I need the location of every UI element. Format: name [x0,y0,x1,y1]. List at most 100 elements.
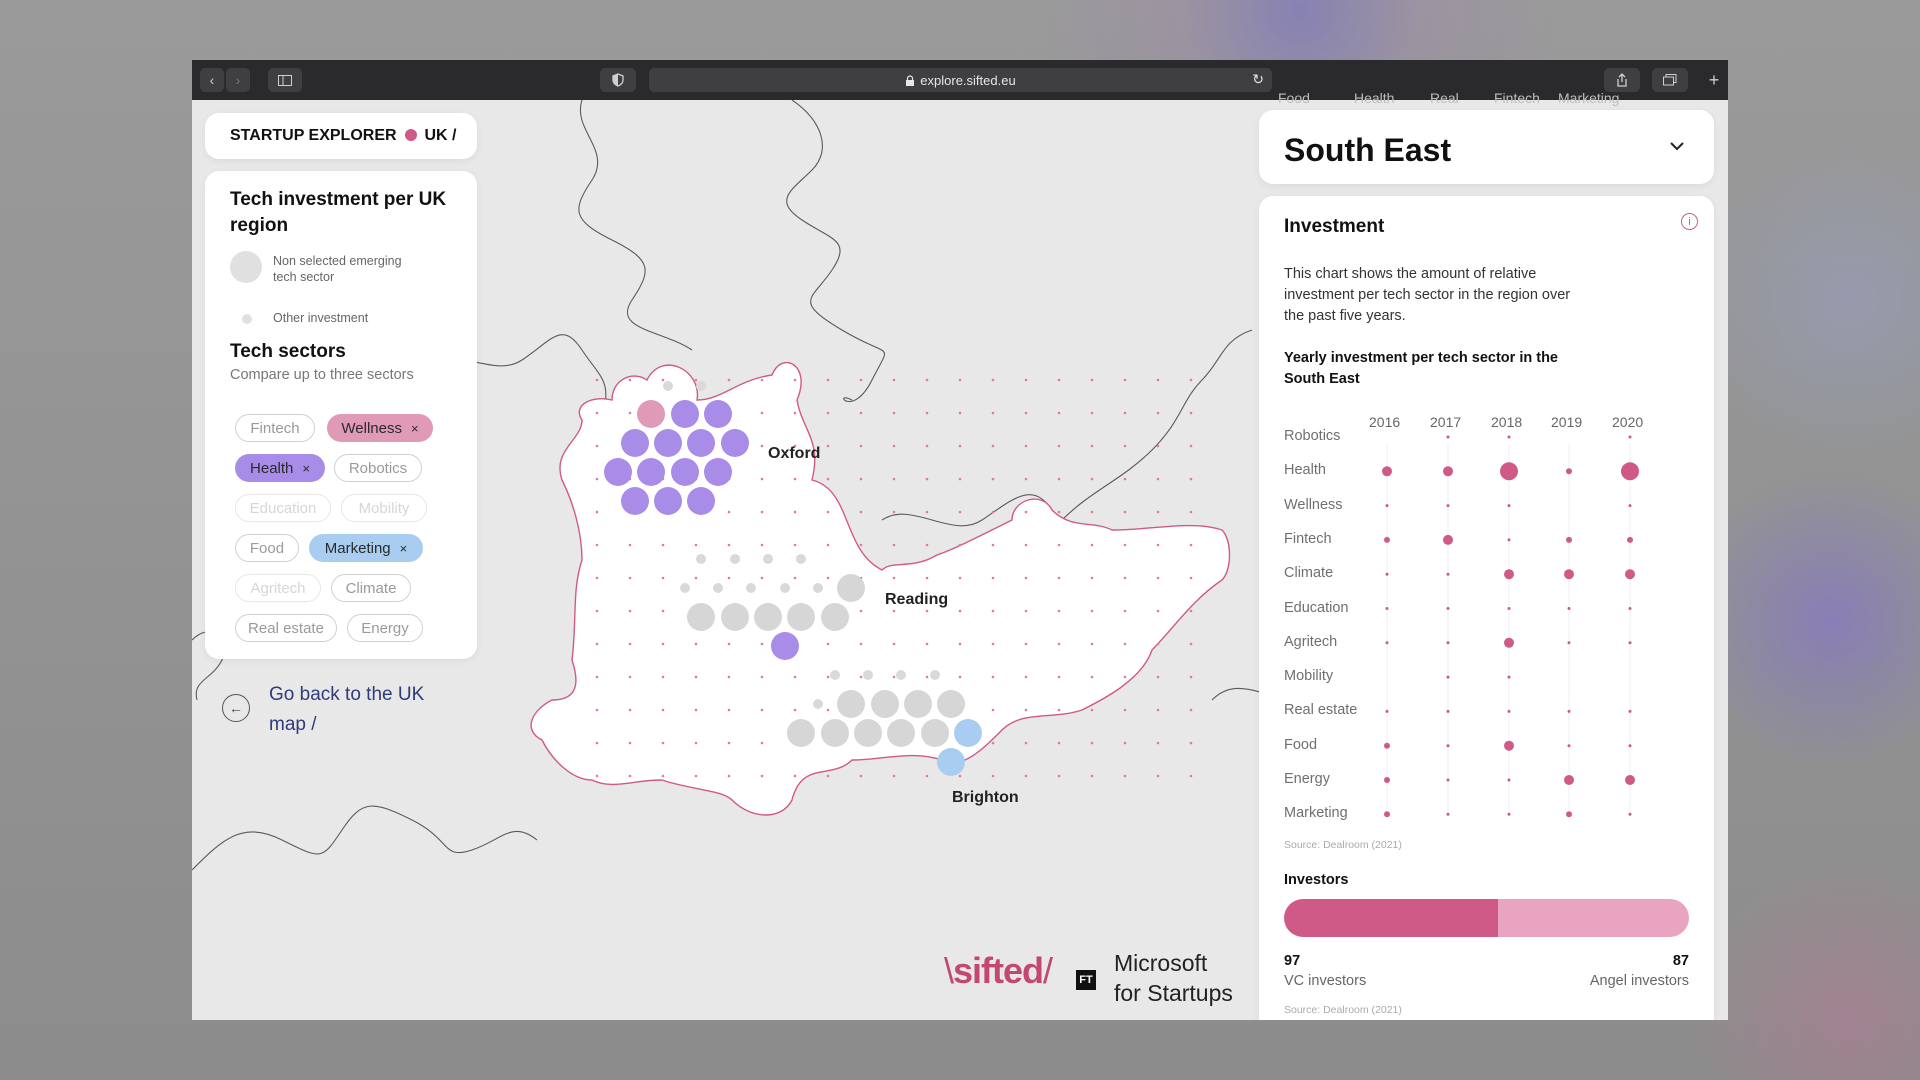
grid-dot [1057,741,1061,745]
new-tab-icon[interactable]: + [1708,69,1720,90]
grid-dot [1090,774,1094,778]
other-bubble [796,554,806,564]
legend-item-other: Other investment [273,311,369,325]
grid-dot [793,510,797,514]
grid-dot [892,510,896,514]
pill-label: Agritech [250,579,306,597]
grid-dot [1156,477,1160,481]
remove-icon[interactable]: × [302,460,310,476]
other-bubble [837,574,865,602]
grid-dot [595,411,599,415]
back-arrow-icon[interactable]: ‹ [200,68,224,92]
year-label: 2017 [1430,414,1462,430]
sector-pill-wellness[interactable]: Wellness × [327,414,433,442]
grid-dot [1024,444,1028,448]
sidebar-toggle-icon[interactable] [268,68,302,92]
grid-dot [892,378,896,382]
sector-pill-education[interactable]: Education [235,494,331,522]
chart-dot [1507,504,1511,508]
address-bar[interactable]: explore.sifted.eu ↻ [649,68,1272,92]
sector-pill-robotics[interactable]: Robotics [334,454,422,482]
chart-dot [1628,744,1632,748]
grid-dot [1024,741,1028,745]
remove-icon[interactable]: × [399,540,408,556]
url-text: explore.sifted.eu [920,72,1016,88]
grid-dot [694,774,698,778]
back-link-line1[interactable]: Go back to the UK [269,684,425,705]
grid-dot [1123,642,1127,646]
grid-dot [1123,741,1127,745]
grid-dot [793,708,797,712]
back-link-line2[interactable]: map / [269,714,317,735]
grid-dot [1024,510,1028,514]
sector-pill-mobility[interactable]: Mobility [341,494,427,522]
other-bubble [854,719,882,747]
other-bubble [763,554,773,564]
grid-dot [1057,576,1061,580]
grid-dot [859,543,863,547]
grid-dot [958,609,962,613]
grid-dot [991,642,995,646]
grid-dot [760,411,764,415]
grid-dot [991,774,995,778]
grid-dot [1024,708,1028,712]
grid-dot [1123,543,1127,547]
sector-pill-energy[interactable]: Energy [347,614,423,642]
shield-icon[interactable] [600,68,636,92]
other-bubble [813,699,823,709]
grid-dot [1057,609,1061,613]
grid-dot [628,543,632,547]
chart-source: Source: Dealroom (2021) [1284,839,1402,851]
grid-dot [1090,642,1094,646]
remove-icon[interactable]: × [411,420,419,436]
sector-pill-fintech[interactable]: Fintech [235,414,315,442]
grid-dot [1189,741,1193,745]
other-bubble [663,381,673,391]
investors-source: Source: Dealroom (2021) [1284,1004,1402,1016]
back-arrow-button[interactable]: ← [222,694,250,722]
breadcrumb-card: STARTUP EXPLORER UK / [205,113,477,159]
investment-description: This chart shows the amount of relative … [1284,264,1570,327]
chart-dot [1507,538,1511,542]
grid-dot [1156,510,1160,514]
share-icon[interactable] [1604,68,1640,92]
other-bubble [713,583,723,593]
tabs-overview-icon[interactable] [1652,68,1688,92]
grid-dot [1156,444,1160,448]
grid-dot [1090,510,1094,514]
investors-title: Investors [1284,872,1349,888]
sector-pill-climate[interactable]: Climate [331,574,411,602]
region-selector[interactable]: South East [1259,110,1714,184]
chart-dot [1628,435,1632,439]
sector-pill-food[interactable]: Food [235,534,299,562]
grid-dot [1057,444,1061,448]
sector-pill-agritech[interactable]: Agritech [235,574,321,602]
chart-dot [1382,466,1392,477]
region-breadcrumb[interactable]: UK / [424,127,457,144]
investors-bar [1284,899,1689,937]
info-icon[interactable]: i [1681,213,1698,230]
other-bubble [787,603,815,631]
grid-dot [793,675,797,679]
chart-dot [1507,607,1511,610]
pill-label: Fintech [250,419,300,437]
sector-pill-health[interactable]: Health × [235,454,325,482]
sectors-title: Tech sectors [230,341,346,362]
forward-arrow-icon[interactable]: › [226,68,250,92]
region-map: Oxford Reading Brighton [192,100,1303,871]
health-bubble [621,429,649,457]
grid-dot [892,576,896,580]
grid-dot [991,477,995,481]
other-bubble [887,719,915,747]
sector-pill-real-estate[interactable]: Real estate [235,614,337,642]
grid-dot [661,774,665,778]
back-to-uk-link[interactable]: Go back to the UK map / [269,680,424,740]
brand-title[interactable]: STARTUP EXPLORER [230,127,397,144]
legend-title: Tech investment per UK region [230,189,447,236]
health-bubble [687,487,715,515]
chevron-down-icon[interactable] [1670,142,1684,151]
chart-dot [1446,744,1450,748]
chart-dot [1385,641,1389,645]
reload-icon[interactable]: ↻ [1252,71,1264,87]
sector-pill-marketing[interactable]: Marketing × [309,534,423,562]
